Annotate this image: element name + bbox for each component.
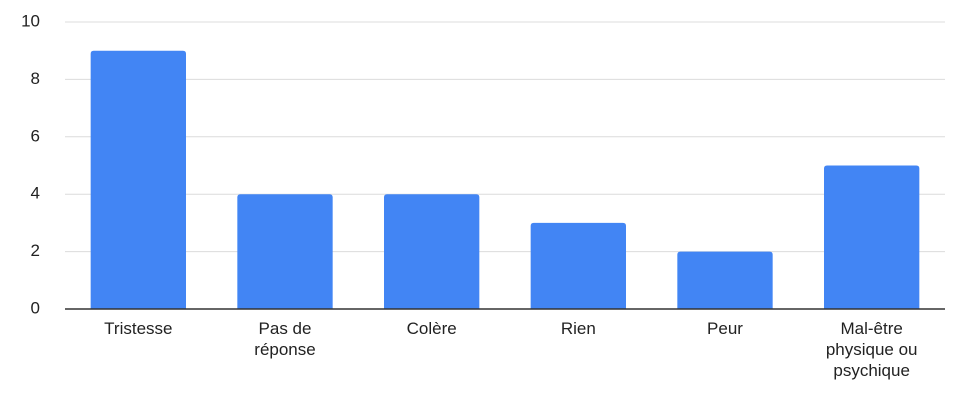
x-tick-label: Colère	[406, 319, 457, 338]
y-tick-label: 0	[31, 298, 40, 317]
x-tick-label: Rien	[560, 319, 596, 338]
y-tick-label: 8	[31, 69, 40, 88]
bar	[90, 50, 186, 309]
x-tick-label: Tristesse	[104, 319, 173, 338]
x-tick-label: Mal-être physique ou psychique	[825, 319, 918, 380]
x-tick-label: Pas de réponse	[254, 319, 316, 359]
bar	[824, 165, 920, 309]
bar	[237, 194, 333, 309]
x-tick-label: Peur	[707, 319, 743, 338]
y-tick-label: 4	[31, 184, 40, 203]
bar	[384, 194, 480, 309]
y-tick-label: 6	[31, 126, 40, 145]
y-tick-label: 10	[21, 11, 40, 30]
bar	[530, 222, 626, 309]
y-tick-label: 2	[31, 241, 40, 260]
bar	[677, 251, 773, 309]
